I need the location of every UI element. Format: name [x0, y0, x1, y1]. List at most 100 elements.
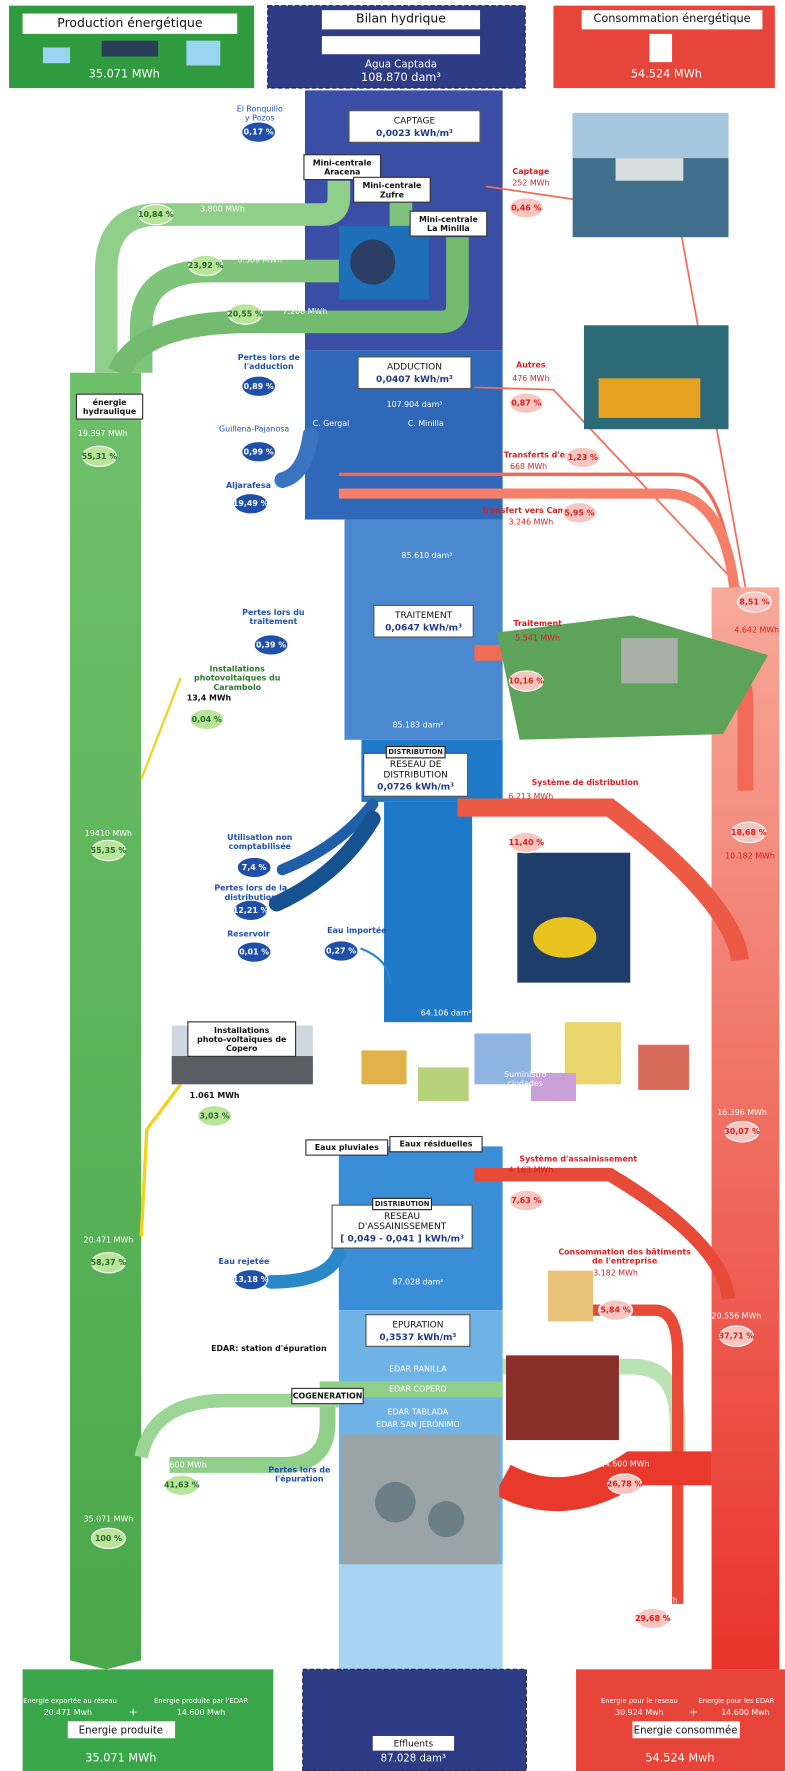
flow-label: Traitement: [513, 619, 562, 628]
footer-label: Energie exportée au réseau: [23, 1697, 117, 1705]
percent-label: 5,84 %: [601, 1306, 631, 1315]
photos: [171, 112, 769, 1734]
percent-bubble: [236, 856, 272, 879]
flow-label: C. Minilla: [408, 419, 444, 428]
percent-bubble: [241, 375, 277, 398]
flow-label: Suministro ciudades: [504, 1070, 546, 1088]
percent-bubble: [90, 1527, 126, 1550]
header-title: Consommation énergétique: [593, 12, 750, 25]
flow-label: Pertes lors de l'épuration: [268, 1465, 330, 1483]
flow-label: EDAR SAN JERÓNIMO: [376, 1418, 460, 1429]
stage-value: 0,0023 kWh/m³: [376, 129, 453, 139]
flow-label: EDAR COPERO: [389, 1385, 446, 1394]
percent-label: 23,92 %: [188, 261, 224, 270]
flow-label: Aljarafesa: [226, 481, 271, 490]
label-line: D'ASSAINISSEMENT: [358, 1222, 447, 1232]
percent-bubble: [508, 831, 544, 854]
box-label: Installations photo-voltaïques de Copero: [197, 1026, 286, 1053]
flow-label: 19410 MWh: [85, 829, 132, 838]
box-label: Mini-centrale La Minilla: [419, 215, 478, 233]
label-line: Consommation des bâtiments: [558, 1247, 691, 1256]
label-line: hydraulique: [83, 407, 136, 416]
footer-title: Effluents: [394, 1739, 434, 1749]
percent-bubble: [565, 446, 601, 469]
label-line: Mini-centrale: [363, 181, 422, 190]
water-footer: [302, 1668, 527, 1771]
label-line: l'épuration: [275, 1473, 323, 1483]
label-line: Copero: [226, 1044, 258, 1053]
percent-bubble: [90, 839, 126, 862]
box-label: Mini-centrale Aracena: [313, 158, 372, 176]
percent-label: 5,95 %: [564, 508, 594, 517]
footer-value: 20.471 Mwh: [44, 1708, 92, 1717]
percent-label: 12,21 %: [233, 906, 269, 915]
label-line: Installations: [214, 1026, 270, 1035]
flow-label: Eau importée: [327, 925, 386, 935]
percent-bubble: [253, 634, 289, 656]
label-box: [303, 154, 382, 181]
box-label: Mini-centrale Zufre: [363, 181, 422, 199]
flow-label: 8.389 MWh: [237, 255, 282, 264]
percent-label: 55,35 %: [91, 846, 127, 855]
header-subtitle: Agua Captada: [365, 59, 437, 70]
box-label: Eaux pluviales: [315, 1143, 379, 1152]
stage-box: [373, 604, 474, 638]
percent-label: 55,31 %: [82, 452, 118, 461]
percent-bubble: [598, 1299, 634, 1321]
percent-label: 0,99 %: [244, 447, 274, 456]
label-line: Mini-centrale: [419, 215, 478, 224]
stage-box: [348, 110, 481, 143]
percent-bubble: [724, 1120, 760, 1143]
percent-label: 0,27 %: [326, 947, 356, 956]
percent-label: 20,55 %: [227, 309, 263, 318]
flow-label: 3.182 MWh: [593, 1268, 638, 1277]
percent-bubble: [197, 1105, 233, 1127]
percent-label: 100 %: [95, 1534, 122, 1543]
percent-label: 13,18 %: [233, 1275, 269, 1284]
label-line: Zufre: [380, 190, 404, 199]
flow-label: Eau rejetée: [219, 1256, 270, 1266]
percent-label: 26,78 %: [607, 1480, 643, 1489]
percent-bubble: [227, 303, 263, 325]
percent-bubble: [233, 1268, 269, 1291]
title-plate: [372, 1735, 455, 1751]
label-line: Mini-centrale: [313, 158, 372, 167]
percent-bubble: [189, 708, 225, 731]
percent-bubble: [508, 392, 544, 414]
percent-label: 0,87 %: [511, 399, 541, 408]
label-line: comptabilisée: [229, 840, 291, 850]
percent-label: 11,40 %: [509, 838, 545, 847]
stage-value: 0,3537 kWh/m³: [379, 1333, 456, 1343]
flow-label: Installations photovoltaïques du Carambolo: [194, 664, 280, 691]
footer-value: 35.071 MWh: [85, 1752, 156, 1765]
percent-bubble: [508, 1189, 544, 1212]
header-value: 108.870 dam³: [361, 71, 441, 84]
header-title: Bilan hydrique: [356, 11, 446, 26]
percent-label: 7,63 %: [511, 1196, 541, 1205]
title-plate: [632, 1721, 740, 1739]
label-box: [187, 1021, 297, 1057]
box-label: COGENERATION: [293, 1392, 363, 1401]
stage-box: [331, 1204, 473, 1249]
footer-title: Energie consommée: [634, 1724, 738, 1736]
flow-label: Système d'assainissement: [519, 1153, 637, 1163]
flow-label: Pertes lors de l'adduction: [238, 352, 300, 370]
percent-label: 8,51 %: [739, 598, 769, 607]
percent-bubble: [736, 591, 772, 613]
label-line: Carambolo: [213, 682, 261, 691]
flow-label: 16.396 MWh: [717, 1108, 767, 1117]
footer-title: Energie produite: [79, 1725, 163, 1736]
flow-label: Captage: [512, 167, 549, 176]
label-box: [409, 210, 488, 237]
green-column: [70, 372, 142, 1670]
percent-bubble: [188, 254, 224, 277]
percent-bubble: [241, 441, 277, 463]
percent-bubble: [323, 940, 359, 962]
title-plate: [581, 10, 763, 30]
header-title: Production énergétique: [57, 15, 202, 30]
stage-tag: [385, 746, 446, 759]
flow-label: 13,4 MWh: [187, 694, 231, 703]
stage-title: CAPTAGE: [394, 116, 436, 126]
footer-label: Energie pour les EDAR: [698, 1697, 774, 1705]
flow-label: EDAR RANILLA: [389, 1364, 447, 1373]
